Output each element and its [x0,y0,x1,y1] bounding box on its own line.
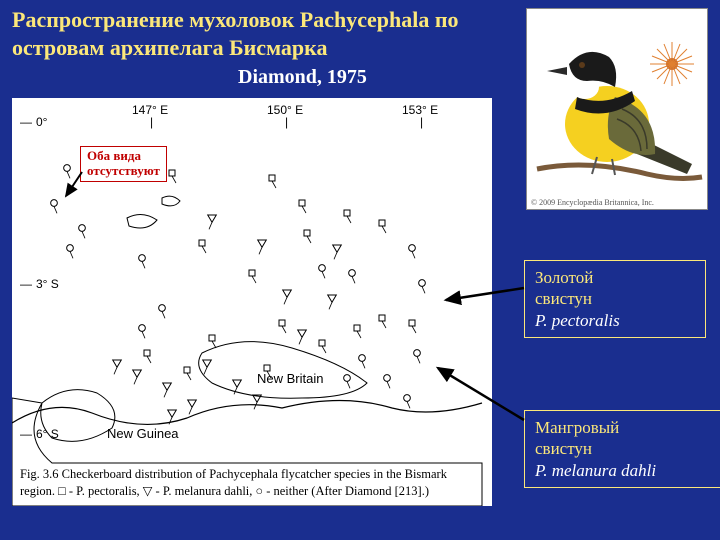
callout-pectoralis: Золотой свистун P. pectoralis [524,260,706,338]
ytick-1: 3° S [36,277,59,291]
map-caption: Fig. 3.6 Checkerboard distribution of Pa… [20,466,484,500]
callout-melanura: Мангровый свистун P. melanura dahli [524,410,720,488]
page-title: Распространение мухоловок Pachycephala п… [12,6,462,61]
citation-text: Diamond, 1975 [238,66,367,89]
ytick-0: 0° [36,115,48,129]
land-label-nb: New Britain [257,371,323,386]
svg-text:—: — [20,115,32,129]
svg-text:|: | [150,115,153,129]
svg-text:|: | [420,115,423,129]
bird-copyright: © 2009 Encyclopædia Britannica, Inc. [531,198,654,207]
svg-text:—: — [20,277,32,291]
land-label-ng: New Guinea [107,426,179,441]
bird-illustration: © 2009 Encyclopædia Britannica, Inc. [526,8,708,210]
svg-text:|: | [285,115,288,129]
svg-text:—: — [20,427,32,441]
absent-species-label: Оба вида отсутствуют [80,146,167,182]
